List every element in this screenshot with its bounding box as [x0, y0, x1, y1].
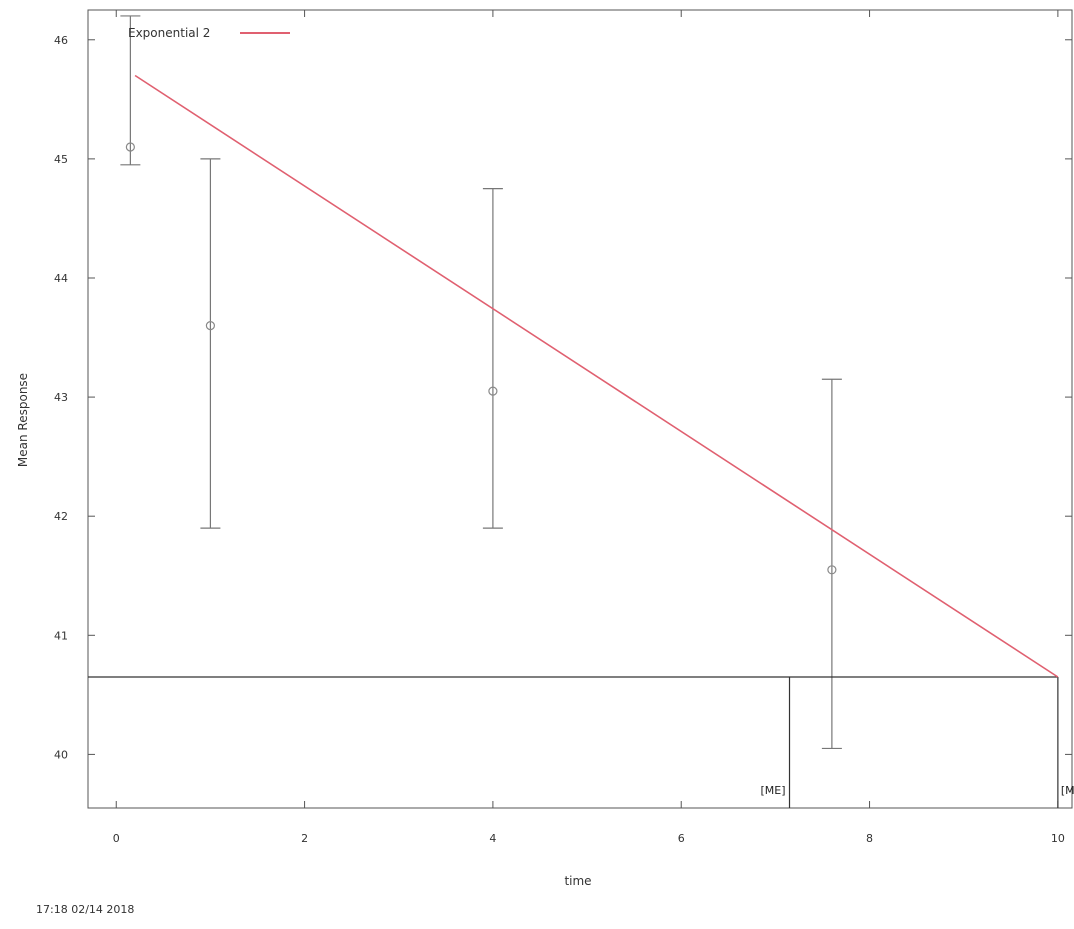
fit-line: [134, 74, 1059, 678]
x-tick-label: 8: [866, 832, 873, 845]
reference-lines: [ME] [MD]: [88, 676, 1074, 808]
reference-label-right: [MD]: [1061, 784, 1074, 797]
axis-ticks: [88, 10, 1072, 808]
plot-frame: [87, 9, 1073, 809]
y-tick-label: 45: [54, 153, 68, 166]
data-point: [827, 565, 837, 575]
fit-lines: [134, 74, 1059, 678]
x-axis-title: time: [564, 874, 591, 888]
timestamp: 17:18 02/14 2018: [36, 903, 135, 916]
y-tick-label: 46: [54, 34, 68, 47]
error-bars: [120, 15, 842, 750]
x-tick-label: 2: [301, 832, 308, 845]
data-point: [205, 321, 216, 331]
y-tick-label: 43: [54, 391, 68, 404]
legend: Exponential 2: [128, 26, 290, 40]
y-tick-label: 44: [54, 272, 68, 285]
y-axis-title: Mean Response: [16, 373, 30, 467]
data-point: [488, 386, 498, 396]
reference-label-left: [ME]: [760, 784, 785, 797]
x-tick-label: 4: [489, 832, 496, 845]
y-tick-label: 40: [54, 748, 68, 761]
data-point: [125, 142, 135, 152]
y-tick-label: 41: [54, 629, 68, 642]
y-tick-label: 42: [54, 510, 68, 523]
x-tick-label: 0: [113, 832, 120, 845]
x-tick-label: 10: [1051, 832, 1065, 845]
x-tick-label: 6: [678, 832, 685, 845]
data-points: [125, 142, 837, 575]
legend-label: Exponential 2: [128, 26, 210, 40]
